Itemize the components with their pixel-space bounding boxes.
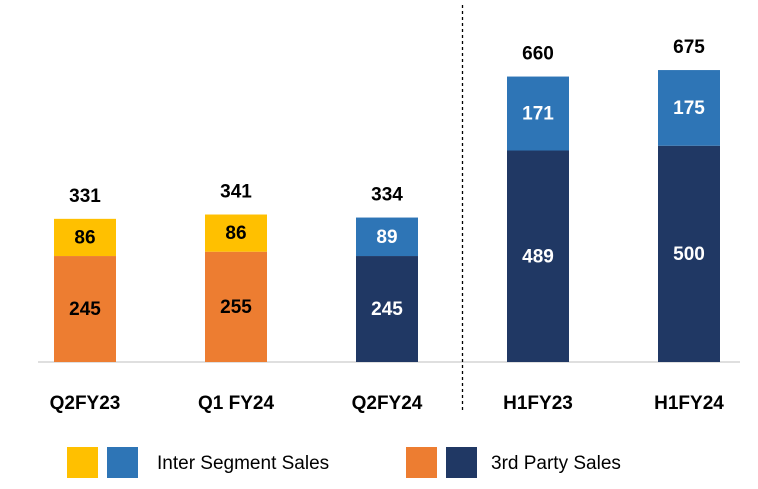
total-label: 341 bbox=[220, 182, 252, 203]
x-tick-label: Q1 FY24 bbox=[198, 393, 274, 414]
bar-segment bbox=[205, 214, 267, 252]
x-tick-label: Q2FY23 bbox=[50, 393, 121, 414]
value-label: 89 bbox=[376, 227, 397, 248]
total-label: 675 bbox=[673, 37, 705, 58]
bar-segment bbox=[54, 256, 116, 362]
legend-swatch bbox=[67, 447, 98, 478]
x-tick-label: H1FY23 bbox=[503, 393, 573, 414]
value-label: 245 bbox=[371, 299, 403, 320]
legend-swatch bbox=[406, 447, 437, 478]
total-label: 334 bbox=[371, 185, 403, 206]
total-label: 331 bbox=[69, 186, 101, 207]
legend-label: 3rd Party Sales bbox=[491, 453, 621, 474]
legend-swatch bbox=[107, 447, 138, 478]
bar-segment bbox=[658, 70, 720, 146]
x-tick-label: Q2FY24 bbox=[352, 393, 423, 414]
value-label: 489 bbox=[522, 246, 554, 267]
legend-label: Inter Segment Sales bbox=[157, 453, 329, 474]
bar-segment bbox=[507, 150, 569, 362]
value-label: 255 bbox=[220, 297, 252, 318]
value-label: 86 bbox=[225, 223, 246, 244]
bar-segment bbox=[507, 76, 569, 151]
value-label: 86 bbox=[74, 227, 95, 248]
bar-segment bbox=[205, 251, 267, 362]
bar-segment bbox=[356, 217, 418, 257]
value-label: 500 bbox=[673, 244, 705, 265]
value-label: 175 bbox=[673, 98, 705, 119]
value-label: 171 bbox=[522, 104, 554, 125]
value-label: 245 bbox=[69, 299, 101, 320]
legend-swatch bbox=[446, 447, 477, 478]
bar-segment bbox=[54, 218, 116, 257]
total-label: 660 bbox=[522, 44, 554, 65]
bar-segment bbox=[658, 145, 720, 362]
bar-segment bbox=[356, 256, 418, 362]
x-tick-label: H1FY24 bbox=[654, 393, 724, 414]
